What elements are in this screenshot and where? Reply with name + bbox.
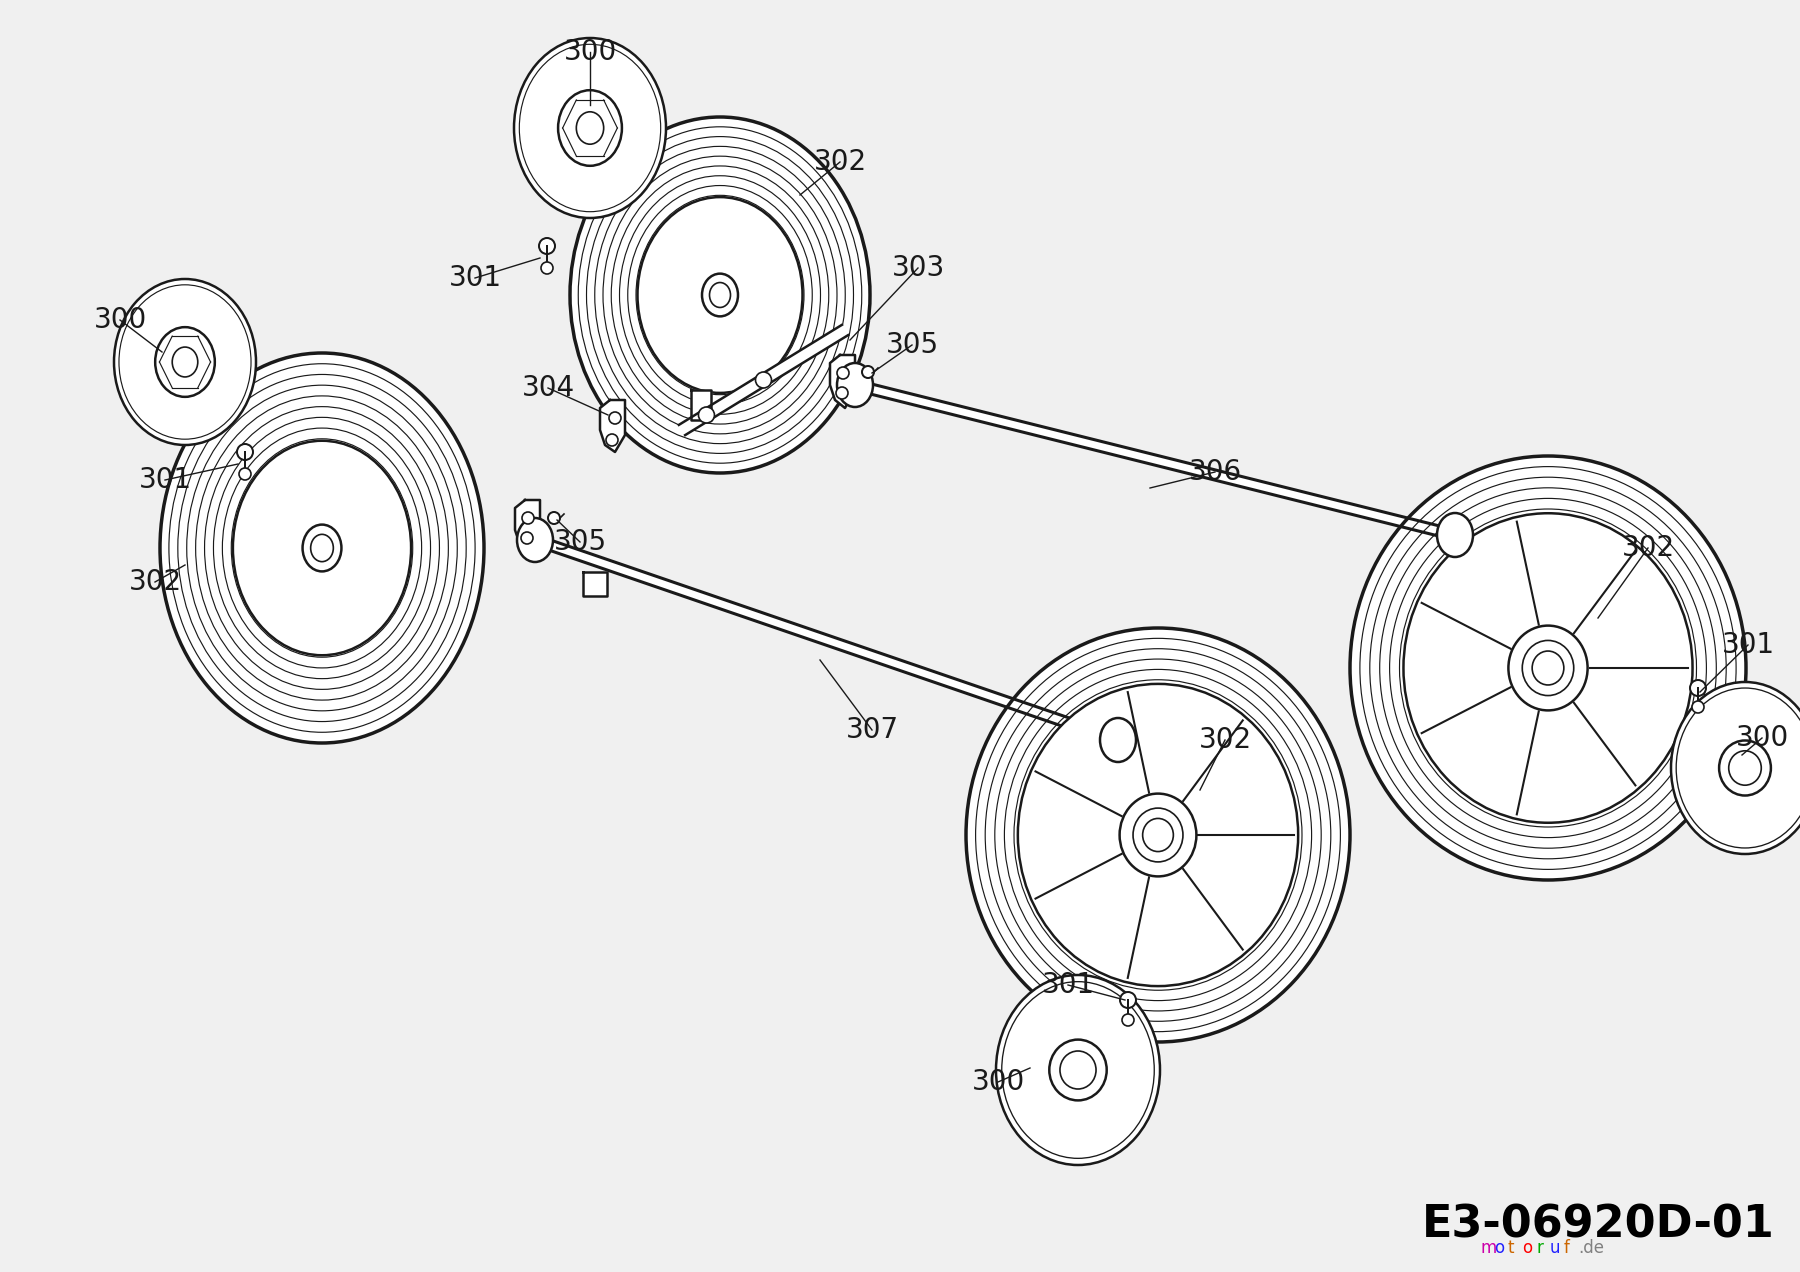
Polygon shape	[853, 380, 1456, 539]
Text: o: o	[1494, 1239, 1505, 1257]
Text: 302: 302	[814, 148, 866, 176]
Ellipse shape	[113, 279, 256, 445]
Text: 300: 300	[972, 1068, 1024, 1096]
Text: 302: 302	[1622, 534, 1674, 562]
Text: 300: 300	[1735, 724, 1789, 752]
Polygon shape	[830, 355, 855, 408]
Polygon shape	[691, 391, 711, 420]
Circle shape	[837, 368, 850, 379]
Polygon shape	[583, 572, 607, 597]
Text: 301: 301	[139, 466, 191, 494]
Text: f: f	[1564, 1239, 1570, 1257]
Ellipse shape	[160, 354, 484, 743]
Ellipse shape	[571, 117, 869, 473]
Text: 302: 302	[128, 569, 182, 597]
Text: 305: 305	[553, 528, 607, 556]
Text: 306: 306	[1188, 458, 1242, 486]
Text: 301: 301	[1721, 631, 1775, 659]
Text: r: r	[1535, 1239, 1543, 1257]
Circle shape	[522, 513, 535, 524]
Text: o: o	[1523, 1239, 1532, 1257]
Circle shape	[607, 434, 617, 446]
Text: 301: 301	[1042, 971, 1094, 999]
Circle shape	[238, 444, 254, 460]
Circle shape	[547, 513, 560, 524]
Text: 305: 305	[886, 331, 938, 359]
Text: 300: 300	[563, 38, 617, 66]
Ellipse shape	[1436, 513, 1472, 557]
Circle shape	[608, 412, 621, 424]
Text: .de: .de	[1579, 1239, 1604, 1257]
Ellipse shape	[1404, 513, 1692, 823]
Ellipse shape	[995, 976, 1159, 1165]
Circle shape	[538, 238, 554, 254]
Text: 303: 303	[891, 254, 945, 282]
Polygon shape	[533, 536, 1120, 744]
Circle shape	[1121, 1014, 1134, 1027]
Text: 304: 304	[522, 374, 574, 402]
Text: u: u	[1550, 1239, 1561, 1257]
Text: m: m	[1480, 1239, 1496, 1257]
Ellipse shape	[517, 518, 553, 562]
Ellipse shape	[1350, 455, 1746, 880]
Circle shape	[520, 532, 533, 544]
Circle shape	[835, 387, 848, 399]
Text: 301: 301	[448, 265, 502, 293]
Circle shape	[1692, 701, 1705, 714]
Circle shape	[542, 262, 553, 273]
Ellipse shape	[1017, 684, 1298, 986]
Text: E3-06920D-01: E3-06920D-01	[1422, 1203, 1775, 1247]
Ellipse shape	[967, 628, 1350, 1042]
Circle shape	[1120, 992, 1136, 1007]
Polygon shape	[679, 324, 848, 435]
Ellipse shape	[837, 363, 873, 407]
Text: 300: 300	[94, 307, 146, 335]
Circle shape	[239, 468, 250, 480]
Ellipse shape	[1100, 717, 1136, 762]
Polygon shape	[515, 500, 540, 553]
Text: 307: 307	[846, 716, 898, 744]
Ellipse shape	[515, 38, 666, 218]
Text: t: t	[1508, 1239, 1514, 1257]
Circle shape	[698, 407, 715, 424]
Circle shape	[862, 366, 875, 378]
Circle shape	[756, 371, 772, 388]
Polygon shape	[599, 399, 625, 452]
Ellipse shape	[1120, 794, 1197, 876]
Ellipse shape	[1508, 626, 1588, 710]
Circle shape	[1690, 681, 1706, 696]
Ellipse shape	[1670, 682, 1800, 854]
Text: 302: 302	[1199, 726, 1251, 754]
